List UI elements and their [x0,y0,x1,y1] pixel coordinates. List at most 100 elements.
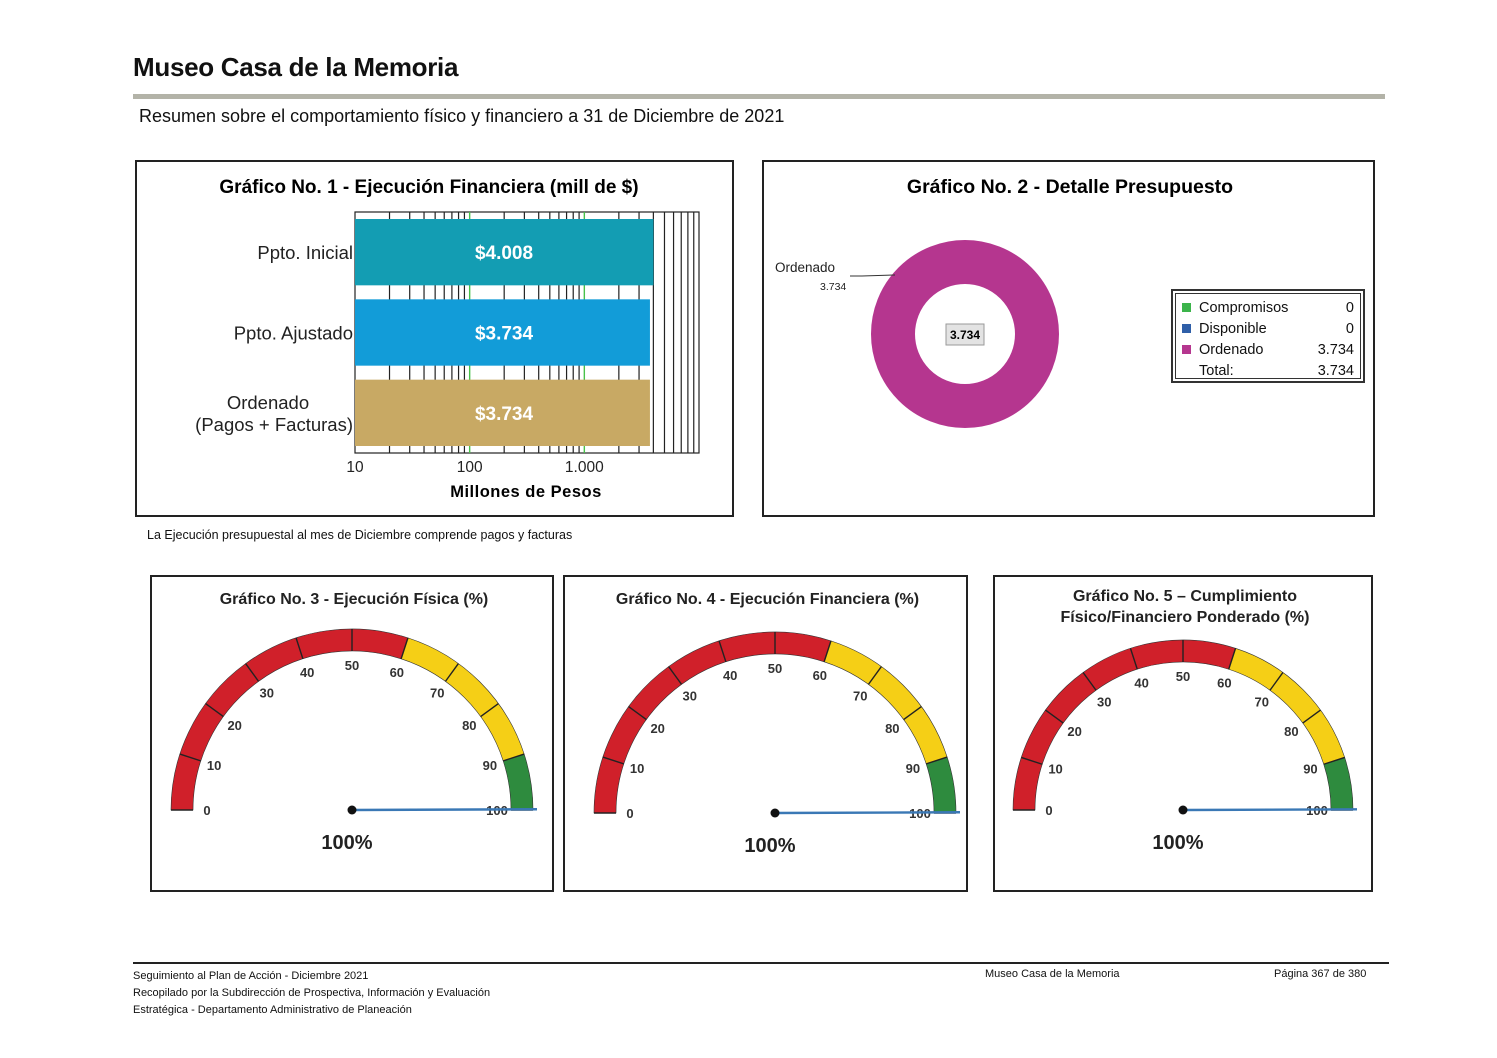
gauge-tick [400,637,409,659]
gauge-tick-label: 70 [853,689,867,704]
gauge-tick-label: 60 [813,668,827,683]
gauge-band-1 [1228,647,1346,765]
x-axis-label: Millones de Pesos [450,483,602,501]
gauge-tick-label: 30 [260,686,274,701]
gauge-tick-label: 20 [1067,724,1081,739]
gauge-tick [444,663,459,682]
gauge-needle [351,808,538,812]
legend-total-value: 3.734 [1317,362,1354,379]
legend-row-disponible: Disponible 0 [1182,318,1354,339]
gauge-tick-label: 60 [390,665,404,680]
gauge-tick-label: 40 [1134,676,1148,691]
bar-value-label: $4.008 [475,243,533,264]
gauge-tick-label: 50 [768,661,782,676]
budget-note: La Ejecución presupuestal al mes de Dici… [147,528,573,542]
gauge-tick [1129,648,1138,670]
gauge-tick-label: 30 [1097,695,1111,710]
gauge-ponderado: Gráfico No. 5 – Cumplimiento Físico/Finan… [1012,588,1358,854]
footer-rule [133,962,1389,964]
donut-chart-panel: Gráfico No. 2 - Detalle Presupuesto 3.734… [762,160,1375,517]
gauge-tick-label: 10 [630,761,644,776]
gauge-band-0 [593,631,832,814]
bar-1 [355,299,650,366]
gauge-tick-label: 80 [1284,724,1298,739]
gauge-tick-label: 10 [207,758,221,773]
gauge-tick [823,640,832,662]
gauge-financiera: Gráfico No. 4 - Ejecución Financiera (%)… [593,591,961,857]
donut-chart: Gráfico No. 2 - Detalle Presupuesto 3.734… [775,176,1233,428]
slice-ordenado [871,240,1059,428]
legend-value: 0 [1345,320,1354,337]
legend-total-label: Total: [1199,362,1234,379]
category-label: Ppto. Ajustado [234,323,353,344]
gauge-tick [926,756,948,765]
gauge-tick [718,640,727,662]
gauge-tick [602,756,624,765]
gauge-tick [628,706,647,721]
gauge-tick-label: 90 [1303,762,1317,777]
legend-value: 3.734 [1317,341,1354,358]
x-tick-label: 100 [457,459,483,476]
chart-title: Gráfico No. 1 - Ejecución Financiera (mi… [219,177,638,198]
gauge-tick-label: 20 [650,721,664,736]
callout-line [850,274,896,277]
gauge-needle [774,811,961,815]
gauge-band-2 [1323,757,1354,811]
gauge-tick [205,703,224,718]
footer-left: Seguimiento al Plan de Acción - Diciembr… [133,968,490,1019]
gauge-hub [347,805,357,815]
gauge-tick [1021,756,1043,765]
gauge-needle [1182,808,1358,812]
bar-value-label: $3.734 [475,404,534,425]
gauge-panel-financiera: Gráfico No. 4 - Ejecución Financiera (%)… [563,575,968,892]
footer-line: Recopilado por la Subdirección de Prospe… [133,987,491,999]
gauge-value-label: 100% [321,832,372,854]
legend-row-compromisos: Compromisos 0 [1182,297,1354,318]
gauge-fisica: Gráfico No. 3 - Ejecución Física (%) 0 10 2… [170,591,538,854]
gauge-tick-label: 40 [723,668,737,683]
category-label: Ordenado [227,392,309,413]
chart-title: Gráfico No. 2 - Detalle Presupuesto [907,176,1233,198]
legend-row-total: Total: 3.734 [1182,360,1354,381]
gauge-tick-label: 90 [483,758,497,773]
page-subtitle: Resumen sobre el comportamiento físico y… [139,106,785,126]
gauge-tick [480,703,499,718]
gauge-tick [1269,672,1284,691]
page-title: Museo Casa de la Memoria [133,52,459,82]
center-label-box [945,323,985,346]
gauge-tick [1323,756,1345,765]
bar-value-label: $3.734 [475,324,534,345]
footer-line: Estratégica - Departamento Administrativ… [133,1004,412,1016]
gauge-hub [770,808,780,818]
x-tick-label: 10 [346,459,364,476]
center-label: 3.734 [950,328,980,342]
gauge-band-2 [502,753,534,811]
gauge-tick-label: 40 [300,665,314,680]
gauge-value-label: 100% [744,835,795,857]
category-label: Ppto. Inicial [257,242,353,263]
gauge-tick-label: 20 [227,718,241,733]
gauge-tick-label: 30 [683,689,697,704]
legend-value: 0 [1345,299,1354,316]
gauge-tick-label: 80 [885,721,899,736]
gauge-tick-label: 50 [1176,669,1190,684]
gauge-band-1 [400,637,525,762]
gauge-band-2 [925,756,957,814]
gauge-tick [1302,709,1321,724]
callout-name: Ordenado [775,260,835,275]
legend-swatch [1182,345,1191,354]
gauge-tick-label: 70 [430,686,444,701]
gauge-tick-label: 0 [626,806,633,821]
gauge-tick [245,663,260,682]
gauge-tick [668,666,683,685]
gauge-tick [503,753,525,762]
legend-name: Disponible [1199,320,1267,337]
gauge-tick-label: 50 [345,658,359,673]
gauge-tick-label: 0 [1045,803,1052,818]
legend-swatch [1182,324,1191,333]
bar-chart: Gráfico No. 1 - Ejecución Financiera (mi… [195,177,700,501]
category-label: (Pagos + Facturas) [195,414,353,435]
legend-row-ordenado: Ordenado 3.734 [1182,339,1354,360]
gauge-title: Gráfico No. 3 - Ejecución Física (%) [220,591,489,608]
gauge-hub [1178,805,1188,815]
